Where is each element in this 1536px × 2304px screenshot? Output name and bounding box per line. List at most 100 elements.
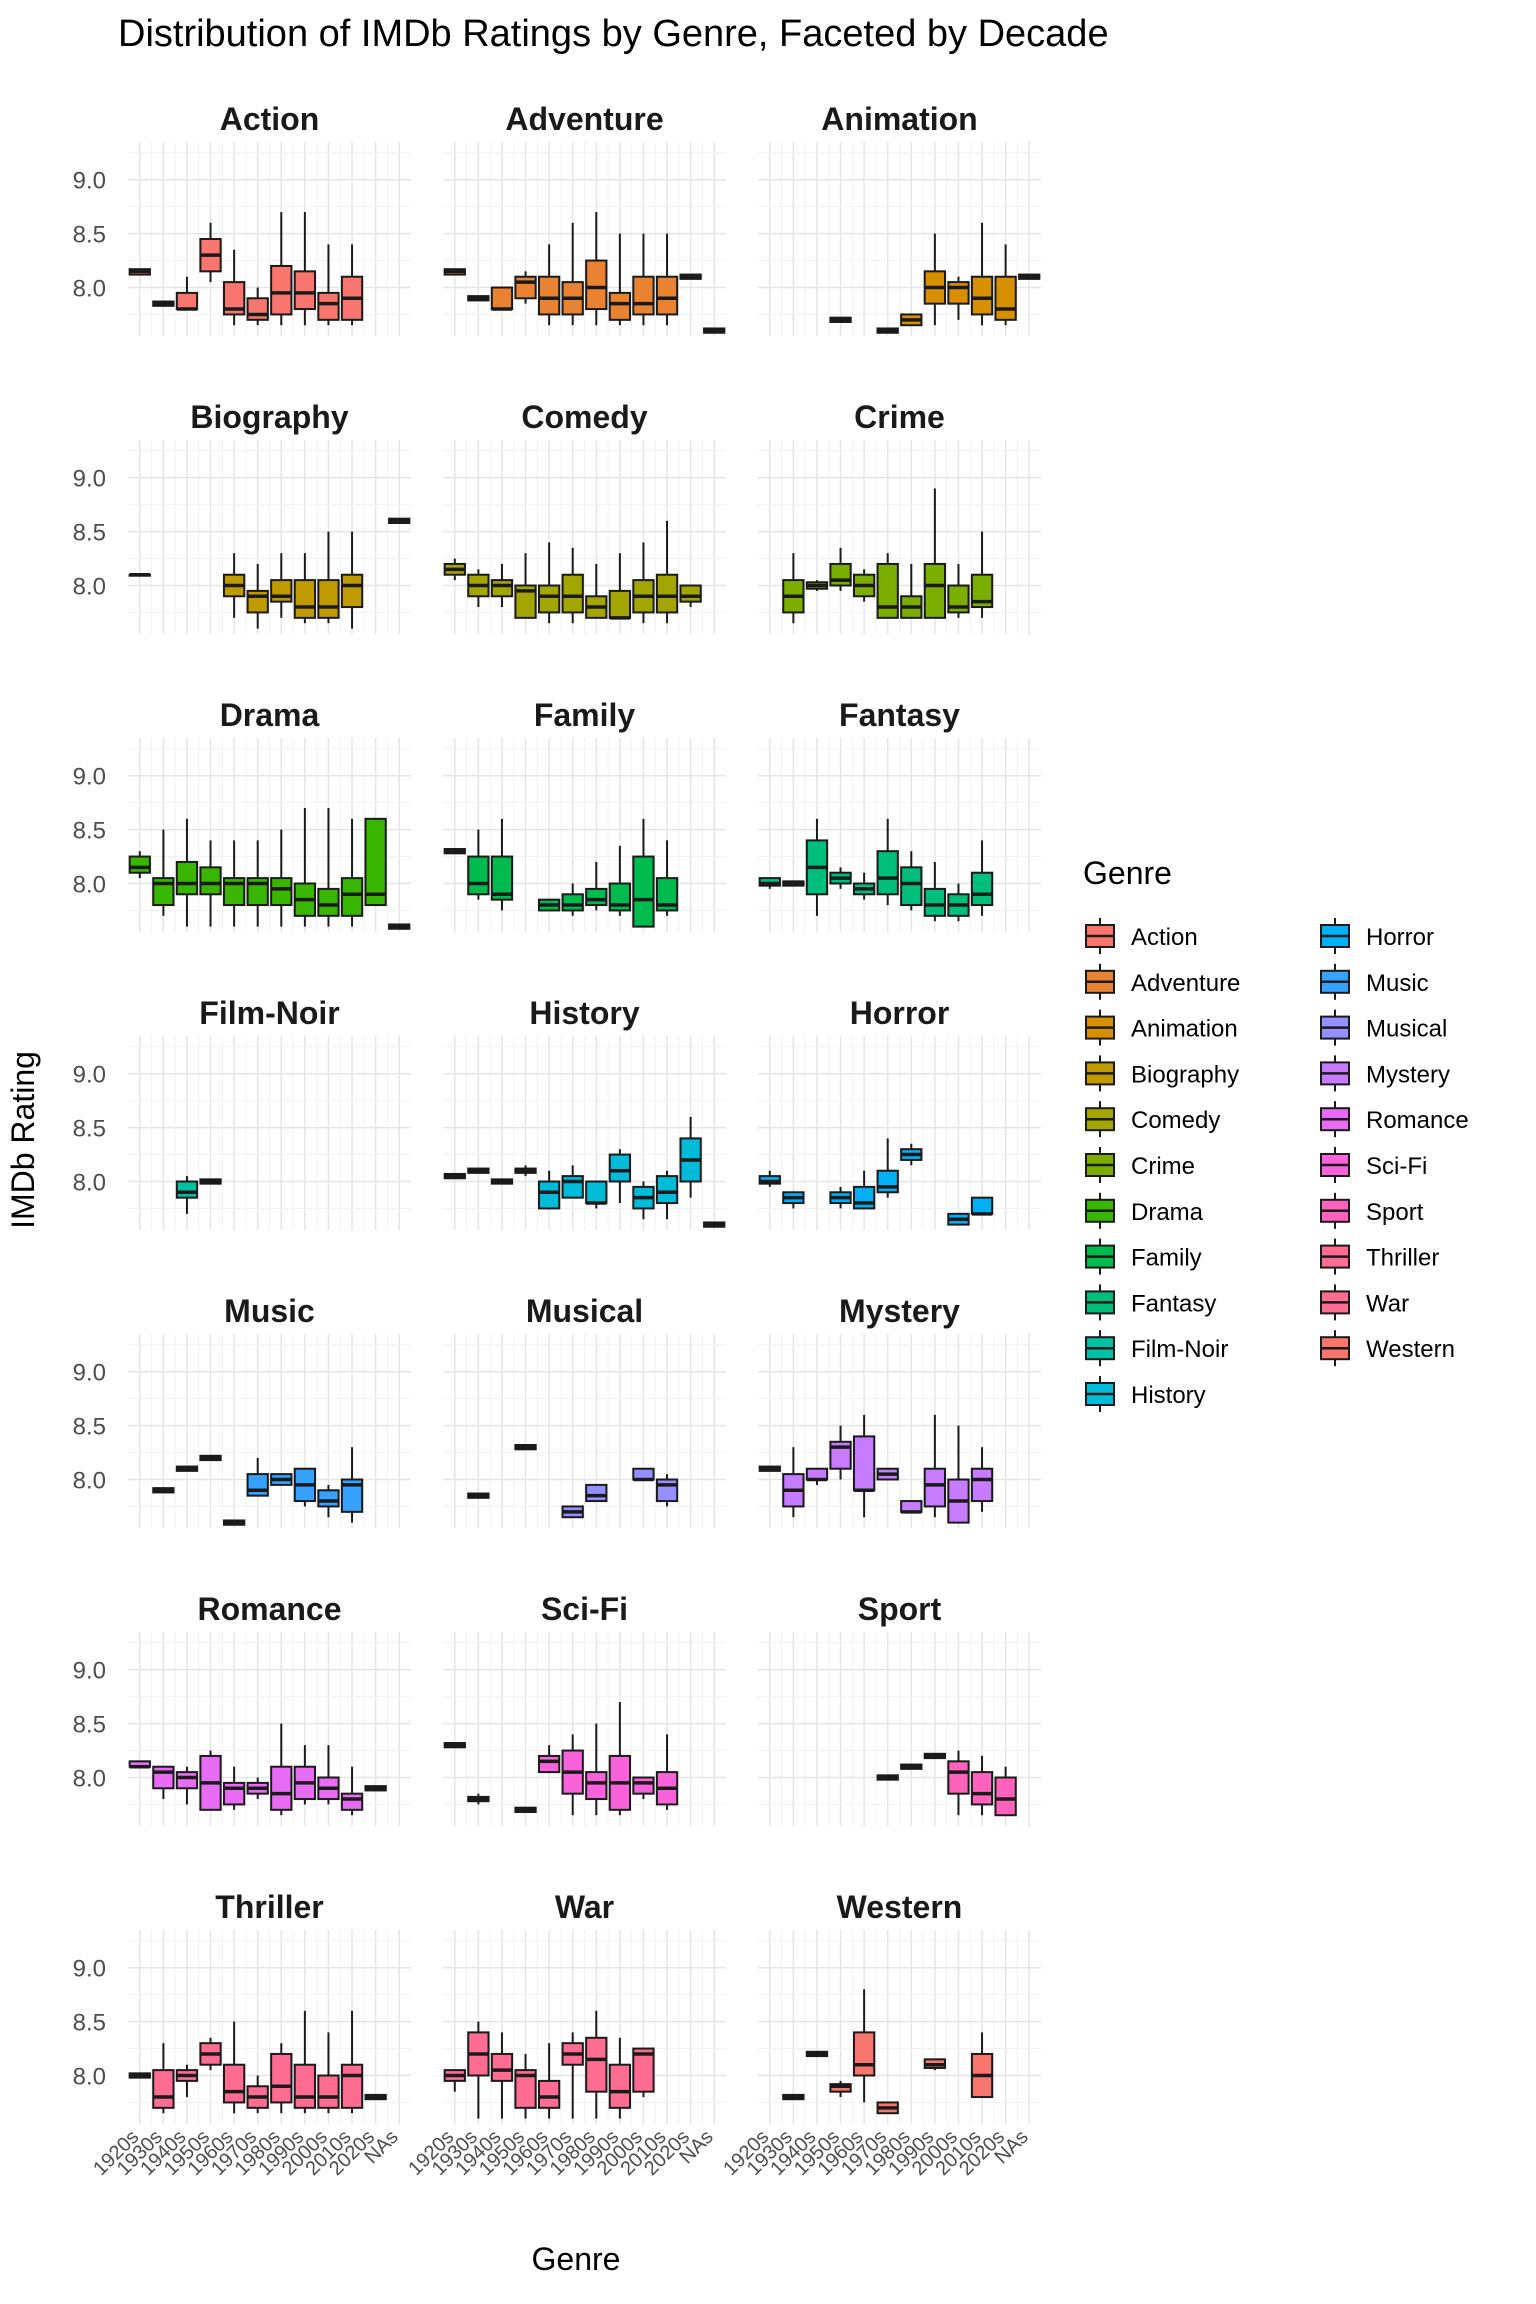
box-1930s	[152, 1765, 175, 1800]
facet-title: Animation	[821, 101, 977, 137]
facet-title: Film-Noir	[199, 995, 339, 1031]
legend-label: Sci-Fi	[1366, 1153, 1427, 1180]
box-1990s	[608, 1149, 632, 1204]
facet-title: Romance	[197, 1591, 341, 1627]
box-2010s	[340, 2010, 364, 2114]
box-2000s	[317, 1745, 340, 1805]
box-1960s	[537, 542, 561, 624]
box-body	[970, 275, 994, 316]
chart-title: Distribution of IMDb Ratings by Genre, F…	[118, 13, 1109, 55]
facet-title: Comedy	[521, 399, 647, 435]
box-body	[537, 1180, 561, 1210]
facet-sci-fi: Sci-Fi	[443, 1591, 726, 1826]
box-2010s	[340, 1766, 364, 1816]
legend-title: Genre	[1083, 855, 1172, 891]
box-body	[561, 573, 584, 614]
facet-title: Mystery	[839, 1293, 960, 1329]
box-body	[655, 275, 679, 316]
y-tick-label: 8.0	[73, 1170, 106, 1197]
box-1960s	[222, 553, 246, 618]
box-body	[537, 1754, 561, 1774]
box-1940s	[490, 1178, 514, 1185]
y-tick-label: 9.0	[73, 1360, 106, 1387]
box-body	[655, 1175, 679, 1205]
box-1970s	[561, 2032, 584, 2119]
facet-title: Music	[224, 1293, 315, 1329]
box-body	[317, 579, 340, 619]
box-body	[585, 1771, 608, 1801]
box-1950s	[829, 867, 852, 889]
box-1920s	[128, 1760, 151, 1769]
box-body	[585, 1483, 608, 1503]
box-1920s	[443, 558, 466, 581]
facet-title: Action	[220, 101, 320, 137]
box-1980s	[900, 1143, 923, 1166]
box-2020s	[679, 273, 702, 280]
box-1950s	[514, 2053, 537, 2119]
box-1990s	[923, 1414, 947, 1518]
box-body	[970, 1467, 994, 1503]
facet-adventure: Adventure	[443, 101, 726, 336]
box-body	[632, 855, 655, 928]
legend-entry-comedy: Comedy	[1085, 1101, 1220, 1138]
box-2010s	[340, 818, 364, 927]
facet-comedy: Comedy	[443, 399, 726, 634]
box-body	[175, 291, 199, 311]
box-1940s	[805, 2050, 829, 2058]
legend-entry-drama: Drama	[1085, 1192, 1204, 1229]
box-body	[222, 2063, 246, 2104]
box-1990s	[293, 2010, 317, 2114]
box-1970s	[876, 1467, 899, 1481]
legend-label: Romance	[1366, 1107, 1469, 1134]
box-1940s	[175, 1766, 199, 1805]
box-2000s	[947, 883, 970, 922]
box-1990s	[923, 861, 947, 922]
box-body	[128, 855, 151, 874]
box-1950s	[829, 1186, 852, 1209]
box-2000s	[947, 1750, 970, 1816]
facet-biography: Biography 8.0 8.5 9.0	[73, 399, 411, 634]
box-body	[608, 291, 632, 321]
box-1980s	[585, 212, 608, 326]
y-tick-label: 8.5	[73, 222, 106, 249]
box-1920s	[128, 268, 151, 276]
facet-crime: Crime	[758, 399, 1041, 634]
legend-entry-sci-fi: Sci-Fi	[1320, 1147, 1427, 1183]
y-tick-label: 8.0	[73, 1766, 106, 1793]
facet-sport: Sport	[758, 1591, 1041, 1826]
box-body	[199, 866, 222, 896]
box-body	[608, 1153, 632, 1183]
box-body	[679, 584, 702, 603]
box-1990s	[293, 553, 317, 624]
box-body	[514, 584, 537, 619]
y-tick-label: 9.0	[73, 466, 106, 493]
box-body	[608, 2063, 632, 2109]
box-2000s	[947, 276, 970, 320]
box-body	[632, 1776, 655, 1795]
box-NAs	[388, 923, 411, 930]
facet-title: Crime	[854, 399, 945, 435]
legend-entry-crime: Crime	[1085, 1147, 1195, 1183]
facet-title: Western	[837, 1889, 963, 1925]
legend-label: Comedy	[1131, 1107, 1220, 1134]
legend-entry-sport: Sport	[1320, 1192, 1424, 1229]
box-1990s	[923, 488, 947, 619]
box-1990s	[923, 2058, 947, 2071]
y-tick-label: 9.0	[73, 1658, 106, 1685]
box-body	[364, 817, 387, 907]
box-body	[175, 860, 199, 896]
facet-title: War	[555, 1889, 614, 1925]
box-body	[561, 893, 584, 912]
box-2000s	[317, 244, 340, 326]
box-body	[293, 2063, 317, 2109]
box-1960s	[852, 872, 876, 900]
box-2020s	[364, 1785, 387, 1792]
facet-title: Biography	[190, 399, 348, 435]
box-body	[970, 871, 994, 907]
box-body	[152, 1765, 175, 1790]
facet-title: Thriller	[215, 1889, 323, 1925]
box-NAs	[1018, 273, 1041, 280]
box-1980s	[900, 1763, 923, 1770]
y-tick-label: 8.5	[73, 520, 106, 547]
box-body	[970, 1771, 994, 1806]
